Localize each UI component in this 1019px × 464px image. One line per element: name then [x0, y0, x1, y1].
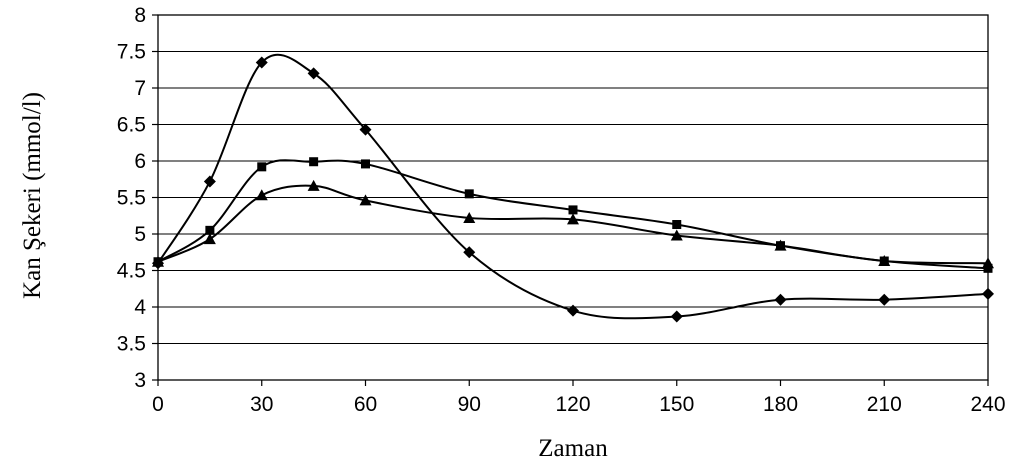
y-tick-label: 8: [134, 4, 146, 27]
y-tick-label: 3.5: [117, 333, 146, 356]
triangle-marker: [670, 229, 683, 241]
x-axis-ticks: 0 30 60 90 120 150 180 210 240: [152, 380, 1006, 416]
diamond-marker: [359, 123, 372, 136]
grid-lines: [158, 14, 988, 381]
y-tick-label: 4.5: [117, 260, 146, 283]
triangle-marker: [203, 233, 216, 245]
triangle-marker: [463, 211, 476, 223]
series-line: [157, 53, 989, 320]
triangle-marker: [982, 257, 994, 269]
x-tick-label: 120: [555, 393, 590, 416]
y-axis-title: Kan Şekeri (mmol/l): [19, 92, 46, 299]
x-tick-label: 30: [250, 393, 273, 416]
y-tick-label: 5: [134, 223, 146, 246]
y-tick-label: 4: [134, 296, 146, 319]
square-marker: [361, 159, 370, 169]
series-group: [152, 53, 994, 323]
x-tick-label: 180: [763, 393, 798, 416]
y-tick-label: 5.5: [117, 187, 146, 210]
triangle-marker: [152, 255, 164, 267]
y-tick-label: 6.5: [117, 114, 146, 137]
y-tick-label: 6: [134, 150, 146, 173]
y-axis-ticks: 3 3.5 4 4.5 5 5.5 6 6.5 7 7.5 8: [117, 4, 158, 392]
x-tick-label: 210: [867, 393, 902, 416]
diamond-marker: [878, 293, 891, 306]
series-triangle: [152, 179, 994, 269]
x-axis-title: Zaman: [538, 435, 608, 462]
diamond-marker: [203, 175, 216, 188]
square-marker: [568, 205, 578, 215]
triangle-marker: [878, 255, 891, 267]
square-marker: [672, 220, 682, 230]
triangle-marker: [255, 189, 268, 201]
diamond-marker: [982, 287, 994, 300]
diamond-marker: [463, 246, 476, 259]
x-tick-label: 150: [659, 393, 694, 416]
series-diamond: [152, 53, 994, 323]
triangle-marker: [307, 179, 320, 191]
x-tick-label: 240: [970, 393, 1005, 416]
square-marker: [205, 225, 215, 235]
diamond-marker: [774, 293, 787, 306]
diamond-marker: [670, 310, 683, 323]
triangle-marker: [774, 239, 787, 251]
x-tick-label: 0: [152, 393, 164, 416]
triangle-marker: [567, 213, 579, 225]
y-tick-label: 7: [134, 77, 146, 100]
y-tick-label: 7.5: [117, 41, 146, 64]
diamond-marker: [255, 56, 268, 69]
square-marker: [257, 162, 267, 172]
y-tick-label: 3: [134, 369, 146, 392]
x-tick-label: 60: [354, 393, 377, 416]
x-tick-label: 90: [458, 393, 481, 416]
square-marker: [983, 263, 993, 273]
triangle-marker: [359, 194, 372, 206]
diamond-marker: [307, 67, 320, 80]
square-marker: [464, 189, 474, 199]
square-marker: [309, 157, 319, 167]
diamond-marker: [567, 304, 579, 317]
